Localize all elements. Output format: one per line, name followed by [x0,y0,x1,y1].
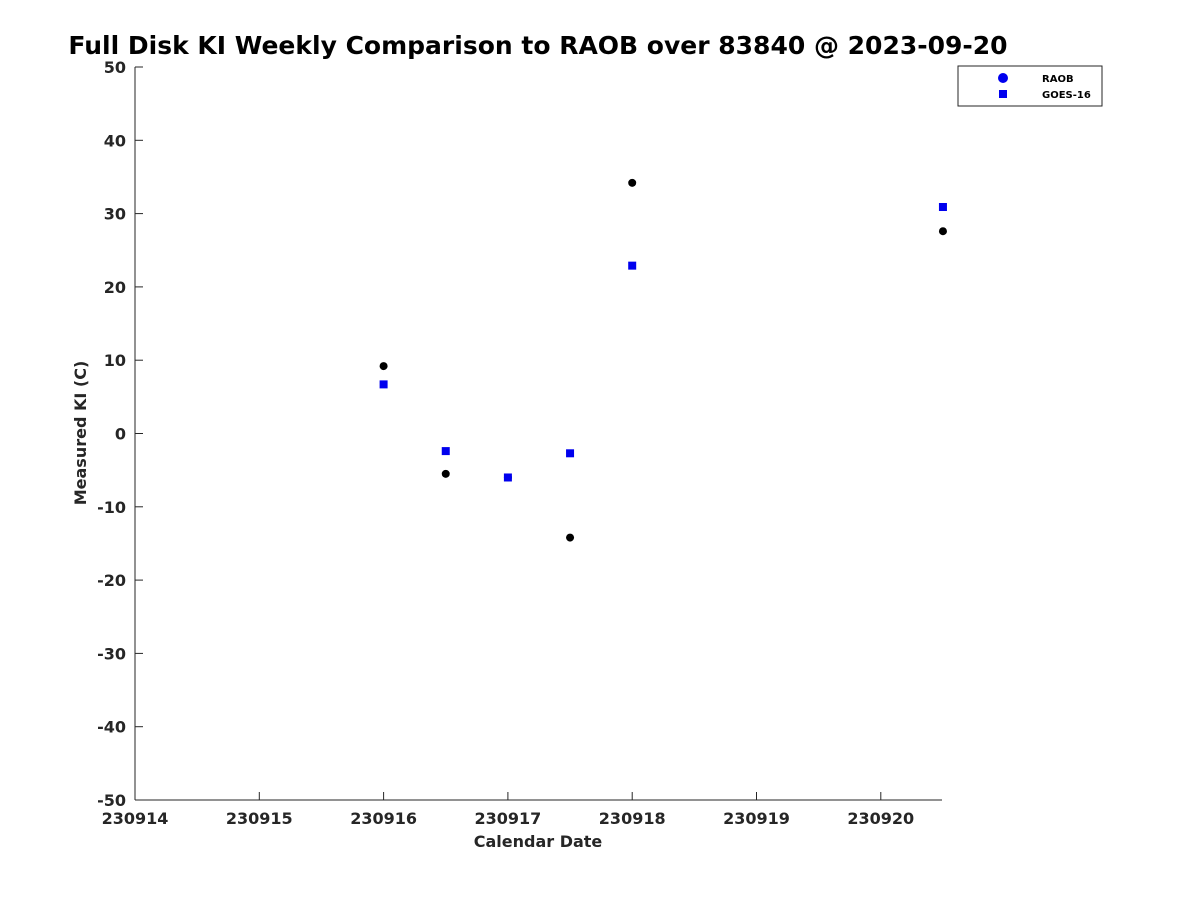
legend-label: GOES-16 [1042,90,1091,101]
y-tick-label: 20 [104,278,126,297]
legend-marker-goes-16 [999,90,1007,98]
data-point-raob [441,469,450,478]
data-point-raob [628,178,637,187]
y-tick-label: -20 [97,571,126,590]
x-tick-label: 230917 [475,809,542,828]
data-point-raob [379,362,388,371]
data-point-raob [566,533,575,542]
x-tick-label: 230918 [599,809,666,828]
x-tick-label: 230919 [723,809,790,828]
data-point-goes-16 [503,473,512,482]
y-tick-label: 30 [104,205,126,224]
y-axis-label: Measured KI (C) [71,361,90,506]
series-goes-16 [379,203,947,482]
data-point-raob [938,227,947,236]
x-tick-label: 230916 [350,809,417,828]
data-point-goes-16 [938,203,947,212]
x-tick-label: 230914 [102,809,169,828]
y-ticks: -50 -40 -30 -20 -10 0 10 20 30 40 50 [97,58,143,810]
legend[interactable]: RAOB GOES-16 [957,65,1103,107]
x-tick-label: 230920 [847,809,914,828]
y-tick-label: -40 [97,718,126,737]
y-tick-label: 40 [104,131,126,150]
legend-box [957,65,1103,107]
data-point-goes-16 [566,449,575,458]
y-tick-label: 10 [104,351,126,370]
data-point-goes-16 [379,380,388,389]
y-tick-label: 0 [115,425,126,444]
y-tick-label: -50 [97,791,126,810]
x-tick-label: 230915 [226,809,293,828]
data-point-goes-16 [441,447,450,456]
x-ticks: 230914 230915 230916 230917 230918 230919 2309… [102,792,914,828]
x-axis-label: Calendar Date [474,832,603,851]
data-point-goes-16 [628,261,637,270]
y-tick-label: -30 [97,644,126,663]
legend-marker-raob [998,73,1008,83]
y-tick-label: 50 [104,58,126,77]
y-tick-label: -10 [97,498,126,517]
legend-label: RAOB [1042,74,1074,85]
series-layer [379,178,947,542]
chart-title: Full Disk KI Weekly Comparison to RAOB o… [68,31,1007,60]
legend-entries: RAOB GOES-16 [998,73,1091,101]
